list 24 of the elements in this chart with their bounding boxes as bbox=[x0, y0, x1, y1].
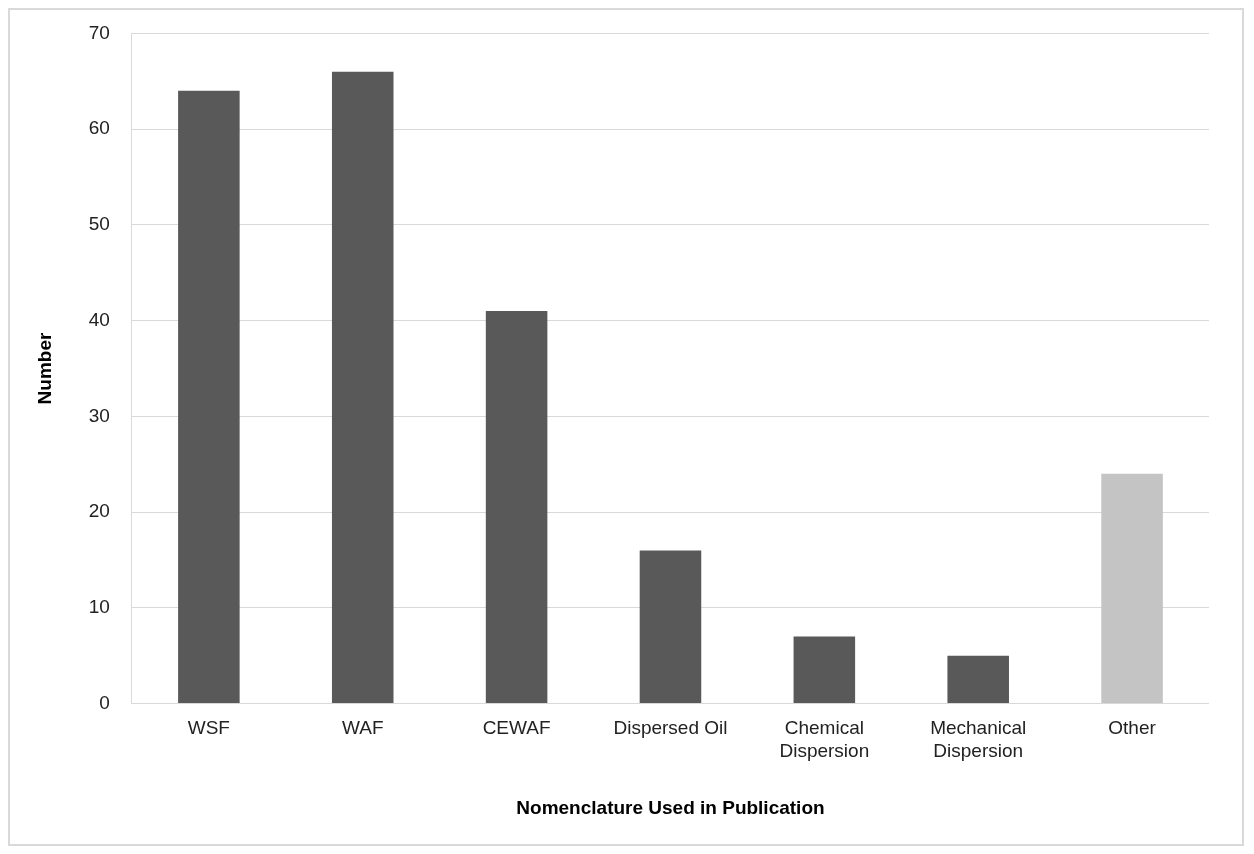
y-tick-label: 50 bbox=[88, 213, 110, 235]
x-tick-label: Dispersed Oil bbox=[613, 717, 728, 739]
y-tick-label: 20 bbox=[88, 500, 110, 522]
x-tick-label: WSF bbox=[187, 717, 230, 739]
y-tick-label: 10 bbox=[88, 596, 110, 618]
x-tick-label: Mechanical Dispersion bbox=[930, 717, 1027, 762]
bar bbox=[331, 71, 394, 704]
y-tick-label: 60 bbox=[88, 117, 110, 139]
x-tick-label: Other bbox=[1108, 717, 1157, 739]
bar bbox=[793, 636, 856, 704]
x-tick-label: WAF bbox=[341, 717, 384, 739]
bar bbox=[639, 550, 702, 704]
y-tick-label: 30 bbox=[88, 404, 110, 426]
y-axis-title: Number bbox=[33, 332, 55, 405]
x-axis-title: Nomenclature Used in Publication bbox=[516, 796, 825, 818]
y-tick-label: 40 bbox=[88, 308, 110, 330]
bar bbox=[947, 655, 1009, 704]
bar bbox=[485, 311, 548, 704]
x-tick-label: Chemical Dispersion bbox=[779, 717, 870, 762]
bar bbox=[178, 90, 240, 704]
y-tick-label: 70 bbox=[88, 21, 110, 43]
y-tick-label: 0 bbox=[99, 691, 110, 713]
x-tick-label: CEWAF bbox=[482, 717, 551, 739]
bar bbox=[1101, 473, 1163, 704]
